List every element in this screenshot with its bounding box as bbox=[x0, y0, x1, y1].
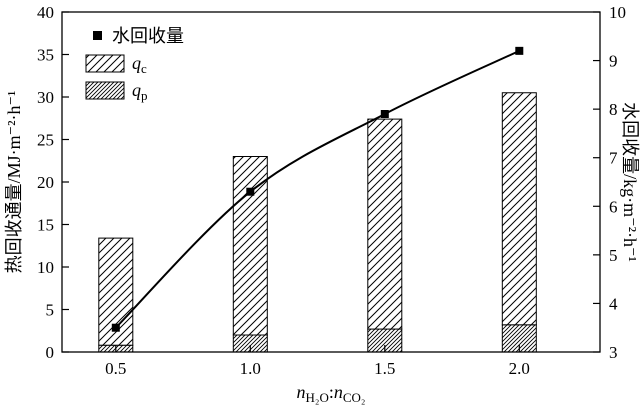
legend-sparse-hatch-swatch bbox=[85, 54, 125, 73]
x-tick-label: 2.0 bbox=[509, 359, 530, 378]
left-tick-label: 40 bbox=[37, 3, 54, 22]
line-series-group bbox=[111, 46, 524, 332]
right-axis-title: 水回收量/kg·m⁻²·h⁻¹ bbox=[620, 102, 640, 262]
legend-label-water: 水回收量 bbox=[112, 26, 184, 46]
axes-group: 0 5 10 15 20 25 30 35 40 3 4 5 6 7 8 9 10 0.5 1.0 1.5 2.0 bbox=[37, 3, 626, 378]
left-tick-label: 10 bbox=[37, 258, 54, 277]
legend-dense-hatch-swatch bbox=[85, 81, 125, 100]
right-tick-label: 3 bbox=[609, 343, 618, 362]
legend-label-qc: qc bbox=[132, 53, 147, 76]
bar-qc-1.5 bbox=[367, 118, 403, 330]
left-axis-title: 热回收通量/MJ·m⁻²·h⁻¹ bbox=[4, 91, 24, 274]
left-tick-label: 30 bbox=[37, 88, 54, 107]
left-tick-label: 20 bbox=[37, 173, 54, 192]
right-tick-label: 10 bbox=[609, 3, 626, 22]
water-recovery-marker bbox=[515, 46, 524, 55]
legend-label-qp: qp bbox=[132, 80, 148, 103]
x-axis-title: nH₂O:nCO₂ bbox=[297, 382, 366, 405]
left-tick-label: 5 bbox=[46, 301, 55, 320]
left-tick-label: 35 bbox=[37, 46, 54, 65]
x-tick-label: 0.5 bbox=[105, 359, 126, 378]
right-tick-label: 4 bbox=[609, 294, 618, 313]
right-tick-label: 6 bbox=[609, 197, 618, 216]
left-tick-label: 25 bbox=[37, 131, 54, 150]
x-tick-label: 1.0 bbox=[240, 359, 261, 378]
legend: 水回收量 qc qp bbox=[85, 26, 184, 103]
right-tick-label: 9 bbox=[609, 52, 618, 71]
water-recovery-marker bbox=[246, 187, 255, 196]
bars-group bbox=[98, 92, 537, 353]
right-tick-label: 8 bbox=[609, 100, 618, 119]
legend-marker-swatch bbox=[93, 31, 102, 40]
right-tick-label: 7 bbox=[609, 149, 618, 168]
left-tick-label: 0 bbox=[46, 343, 55, 362]
bar-qc-1.0 bbox=[232, 156, 268, 336]
bar-qc-2.0 bbox=[501, 92, 537, 326]
water-recovery-line bbox=[115, 49, 520, 329]
x-tick-label: 1.5 bbox=[374, 359, 395, 378]
water-recovery-marker bbox=[111, 323, 120, 332]
left-tick-label: 15 bbox=[37, 216, 54, 235]
water-recovery-marker bbox=[380, 110, 389, 118]
right-tick-label: 5 bbox=[609, 246, 618, 265]
